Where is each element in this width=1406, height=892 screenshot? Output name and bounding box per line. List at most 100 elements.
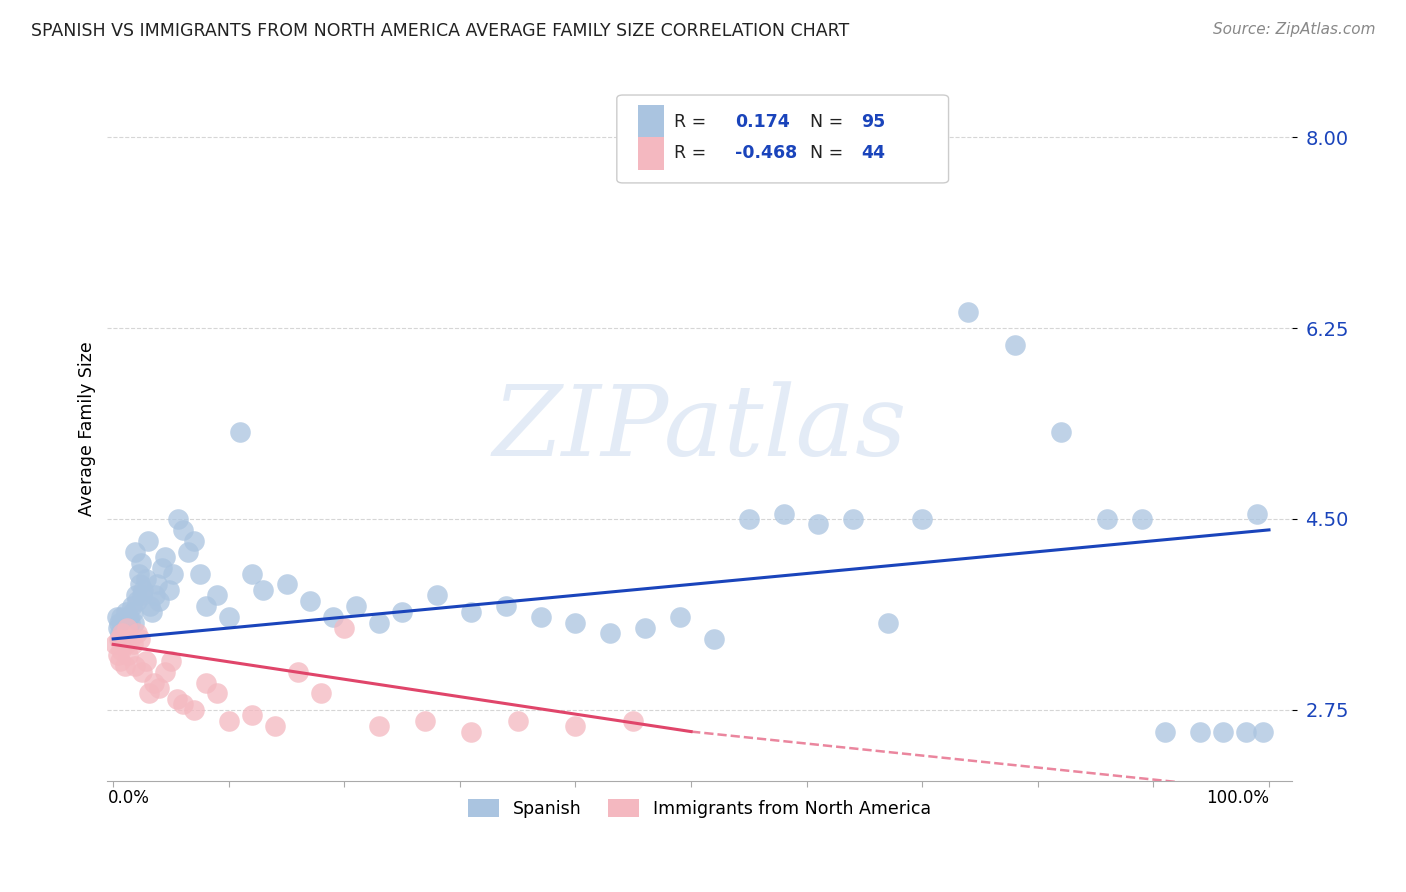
Point <box>876 615 898 630</box>
Point <box>240 566 263 581</box>
Point <box>599 626 621 640</box>
Point <box>309 686 332 700</box>
Point <box>121 605 143 619</box>
Point <box>172 698 194 712</box>
Point <box>413 714 436 728</box>
Point <box>1246 507 1268 521</box>
Point <box>264 719 287 733</box>
Point <box>124 659 146 673</box>
Text: N =: N = <box>810 112 844 131</box>
Text: 44: 44 <box>860 145 884 162</box>
Point <box>111 615 134 630</box>
Point <box>108 615 131 630</box>
Point <box>252 582 274 597</box>
Point <box>668 610 690 624</box>
Point <box>738 512 761 526</box>
Point <box>1004 337 1026 351</box>
Text: N =: N = <box>810 145 844 162</box>
Point <box>1050 425 1073 439</box>
Point <box>105 610 128 624</box>
Text: R =: R = <box>673 112 706 131</box>
Point <box>118 610 141 624</box>
Point <box>460 724 482 739</box>
Point <box>131 665 153 679</box>
Point <box>368 719 391 733</box>
FancyBboxPatch shape <box>617 95 949 183</box>
Point <box>634 621 657 635</box>
Point <box>1154 724 1177 739</box>
Point <box>842 512 865 526</box>
Point <box>426 588 449 602</box>
Point <box>240 708 263 723</box>
Point <box>148 681 170 695</box>
Point <box>194 599 217 614</box>
Point <box>125 588 148 602</box>
Point <box>129 556 152 570</box>
Point <box>1234 724 1257 739</box>
Point <box>146 577 169 591</box>
Point <box>564 719 586 733</box>
Point <box>107 648 129 663</box>
Text: 95: 95 <box>860 112 886 131</box>
Point <box>194 675 217 690</box>
Point <box>1130 512 1153 526</box>
Point <box>136 533 159 548</box>
Point <box>287 665 309 679</box>
Point <box>114 659 136 673</box>
Point <box>143 588 166 602</box>
Point <box>117 621 139 635</box>
Legend: Spanish, Immigrants from North America: Spanish, Immigrants from North America <box>461 792 938 825</box>
Point <box>167 512 190 526</box>
Point <box>127 626 149 640</box>
Point <box>115 621 138 635</box>
Text: -0.468: -0.468 <box>735 145 797 162</box>
Point <box>162 566 184 581</box>
Point <box>117 648 139 663</box>
Point <box>166 691 188 706</box>
Point <box>132 582 155 597</box>
Point <box>1188 724 1211 739</box>
Point <box>564 615 586 630</box>
Point <box>1095 512 1118 526</box>
Text: R =: R = <box>673 145 706 162</box>
Text: 0.174: 0.174 <box>735 112 790 131</box>
Point <box>107 621 129 635</box>
Point <box>108 654 131 668</box>
Point <box>322 610 344 624</box>
Y-axis label: Average Family Size: Average Family Size <box>79 342 96 516</box>
Point <box>1212 724 1234 739</box>
Point <box>183 533 205 548</box>
Point <box>506 714 529 728</box>
Point <box>183 703 205 717</box>
Point <box>218 610 240 624</box>
Point <box>218 714 240 728</box>
Point <box>148 593 170 607</box>
Point <box>115 637 138 651</box>
Point <box>205 588 228 602</box>
Point <box>120 615 142 630</box>
Point <box>495 599 517 614</box>
Text: Source: ZipAtlas.com: Source: ZipAtlas.com <box>1212 22 1375 37</box>
FancyBboxPatch shape <box>638 136 664 170</box>
Text: SPANISH VS IMMIGRANTS FROM NORTH AMERICA AVERAGE FAMILY SIZE CORRELATION CHART: SPANISH VS IMMIGRANTS FROM NORTH AMERICA… <box>31 22 849 40</box>
Point <box>391 605 413 619</box>
Point <box>138 686 160 700</box>
Point <box>177 544 200 558</box>
Point <box>121 637 143 651</box>
Point <box>115 605 138 619</box>
Point <box>127 593 149 607</box>
Text: 0.0%: 0.0% <box>107 789 149 807</box>
Point <box>298 593 321 607</box>
Point <box>104 637 127 651</box>
Point <box>368 615 391 630</box>
Point <box>110 610 132 624</box>
Point <box>122 615 145 630</box>
Point <box>124 544 146 558</box>
Point <box>150 561 173 575</box>
Point <box>188 566 211 581</box>
Point <box>530 610 553 624</box>
Point <box>135 572 157 586</box>
Point <box>957 305 980 319</box>
Point <box>333 621 356 635</box>
Point <box>157 582 180 597</box>
